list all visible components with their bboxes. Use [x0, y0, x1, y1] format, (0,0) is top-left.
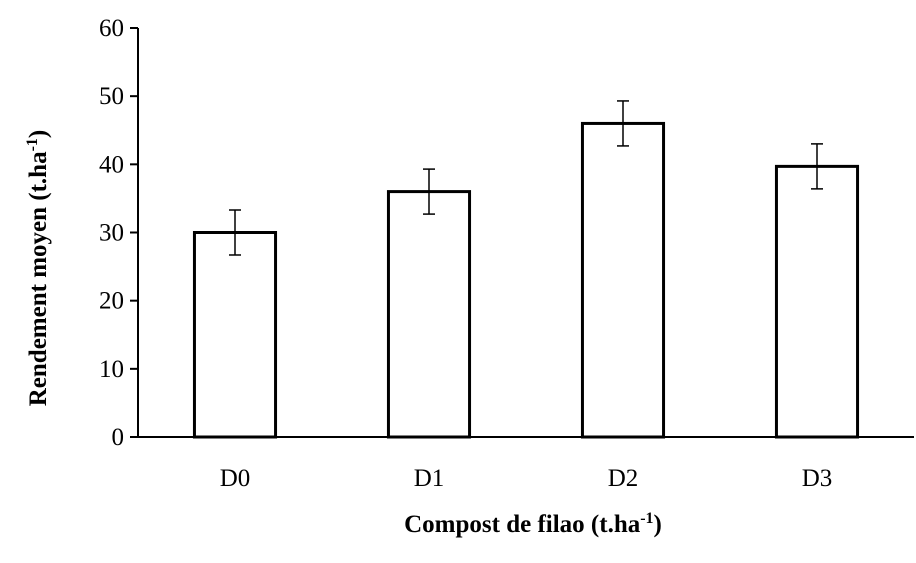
bar-d0 [192, 231, 278, 439]
y-axis-title-end: ) [25, 130, 52, 138]
error-bars-layer [229, 100, 823, 256]
axes-layer [130, 27, 914, 438]
y-axis-title-main: Rendement moyen (t.ha [25, 151, 52, 406]
bar-d3 [774, 164, 860, 439]
y-tick-label-10: 10 [99, 356, 124, 383]
y-tick-label-40: 40 [99, 151, 124, 178]
y-tick-label-0: 0 [112, 424, 125, 451]
labels-layer: D0 D1 D2 D3 0 10 20 30 40 50 60 [99, 15, 832, 492]
x-tick-label-d1: D1 [414, 465, 445, 492]
y-tick-label-60: 60 [99, 15, 124, 42]
bar-d1 [386, 190, 472, 439]
x-axis-title-main: Compost de filao (t.ha [404, 511, 641, 538]
y-axis-title: Rendement moyen (t.ha-1) [24, 130, 52, 407]
x-axis-title: Compost de filao (t.ha-1) [404, 510, 662, 538]
y-tick-label-20: 20 [99, 288, 124, 315]
y-tick-label-30: 30 [99, 220, 124, 247]
y-tick-label-50: 50 [99, 83, 124, 110]
x-tick-label-d2: D2 [608, 465, 639, 492]
y-axis-title-superscript: -1 [24, 138, 41, 151]
bars-layer [192, 121, 860, 439]
bar-d2 [580, 121, 666, 439]
x-tick-label-d3: D3 [802, 465, 833, 492]
x-axis-title-end: ) [654, 511, 662, 538]
x-tick-label-d0: D0 [220, 465, 251, 492]
x-axis-title-superscript: -1 [640, 510, 653, 527]
